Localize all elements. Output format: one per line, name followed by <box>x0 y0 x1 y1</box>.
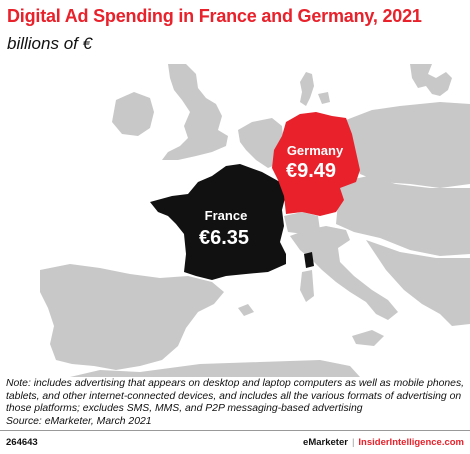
italy-shape <box>290 226 398 320</box>
france-value: €6.35 <box>199 227 249 249</box>
footnote-note: Note: includes advertising that appears … <box>6 378 465 415</box>
denmark-shape <box>300 72 314 106</box>
chart-title: Digital Ad Spending in France and German… <box>7 6 422 26</box>
sicily-shape <box>352 330 384 346</box>
uk-shape <box>162 64 228 160</box>
chart-id: 264643 <box>6 437 38 448</box>
france-shape <box>150 164 286 280</box>
balkans-shape <box>366 240 470 326</box>
scandinavia-shape <box>410 64 452 96</box>
germany-shape <box>272 112 360 216</box>
ireland-shape <box>112 92 154 136</box>
site-link[interactable]: InsiderIntelligence.com <box>358 437 464 448</box>
denmark-island-shape <box>318 92 330 104</box>
footer-branding: eMarketer | InsiderIntelligence.com <box>303 437 464 448</box>
iberia-shape <box>40 264 224 370</box>
footnote-source: Source: eMarketer, March 2021 <box>6 415 152 427</box>
north-africa-shape <box>70 360 360 377</box>
benelux-shape <box>238 118 284 168</box>
switzerland-shape <box>284 212 320 234</box>
central-europe-shape <box>336 176 470 256</box>
footer-divider <box>0 430 470 431</box>
footnote: Note: includes advertising that appears … <box>6 378 466 428</box>
footer-separator: | <box>351 437 355 448</box>
germany-value: €9.49 <box>286 160 336 182</box>
france-label: France <box>205 208 248 223</box>
poland-shape <box>346 102 470 188</box>
sardinia-shape <box>300 270 314 302</box>
corsica-shape <box>304 252 314 268</box>
europe-map: Germany €9.49 France €6.35 <box>40 64 470 377</box>
chart-subtitle: billions of € <box>7 34 93 53</box>
balearic-shape <box>238 304 254 316</box>
brand-name: eMarketer <box>303 437 348 448</box>
germany-label: Germany <box>287 143 344 158</box>
